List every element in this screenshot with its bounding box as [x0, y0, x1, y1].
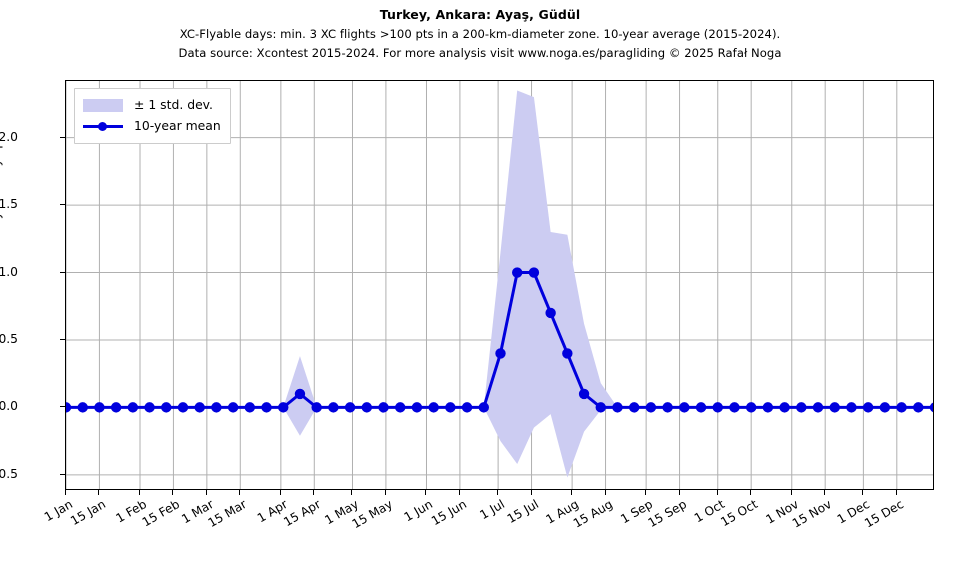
x-tick-mark — [497, 490, 499, 495]
x-tick-mark — [279, 490, 281, 495]
y-tick-label: 0.0 — [0, 399, 18, 414]
legend-item-mean: 10-year mean — [83, 116, 221, 137]
x-tick-mark — [425, 490, 427, 495]
x-tick-mark — [239, 490, 241, 495]
y-tick-label: 0.5 — [0, 331, 18, 346]
plot-area — [65, 80, 934, 490]
x-tick-mark — [139, 490, 140, 495]
x-tick-mark — [824, 490, 826, 495]
x-tick-mark — [790, 490, 792, 495]
y-tick-label: 2.0 — [0, 129, 18, 144]
x-tick-mark — [98, 490, 100, 495]
x-tick-mark — [862, 490, 864, 495]
x-tick-mark — [65, 490, 66, 495]
grid-lines — [66, 81, 933, 489]
x-tick-mark — [895, 490, 897, 495]
title-block: Turkey, Ankara: Ayaş, Güdül XC-Flyable d… — [0, 0, 960, 62]
legend-item-std-dev: ± 1 std. dev. — [83, 95, 221, 116]
x-tick-mark — [645, 490, 647, 495]
y-tick-mark — [60, 204, 65, 206]
y-tick-mark — [60, 406, 65, 408]
y-tick-label: 1.5 — [0, 197, 18, 212]
line-swatch-icon — [83, 120, 123, 133]
x-tick-mark — [678, 490, 680, 495]
chart-subtitle-line-2: Data source: Xcontest 2015-2024. For mor… — [178, 46, 782, 61]
band-swatch-icon — [83, 99, 123, 112]
y-tick-label: −0.5 — [0, 466, 18, 481]
legend-label-mean: 10-year mean — [134, 118, 221, 134]
chart-subtitle-line-1: XC-Flyable days: min. 3 XC flights >100 … — [179, 26, 781, 41]
mean-markers — [66, 267, 933, 413]
x-tick-mark — [604, 490, 606, 495]
x-tick-mark — [530, 490, 532, 495]
y-tick-mark — [60, 136, 65, 138]
page-title: Turkey, Ankara: Ayaş, Güdül — [379, 7, 581, 22]
std-dev-band — [266, 90, 618, 478]
x-tick-mark — [205, 490, 207, 495]
x-tick-mark — [172, 490, 174, 495]
y-axis-label: Mean number of flyable days per week — [0, 92, 3, 332]
y-tick-mark — [60, 271, 65, 273]
x-tick-mark — [384, 490, 386, 495]
y-tick-mark — [60, 338, 65, 340]
y-tick-label: 1.0 — [0, 264, 18, 279]
x-tick-mark — [750, 490, 752, 495]
x-tick-mark — [571, 490, 573, 495]
legend-label-std-dev: ± 1 std. dev. — [134, 97, 213, 113]
x-tick-mark — [458, 490, 460, 495]
y-tick-mark — [60, 473, 65, 475]
x-tick-mark — [716, 490, 718, 495]
chart-figure: Turkey, Ankara: Ayaş, Güdül XC-Flyable d… — [0, 0, 960, 531]
x-tick-mark — [351, 490, 353, 495]
plot-svg — [66, 81, 933, 489]
legend: ± 1 std. dev. 10-year mean — [74, 88, 231, 144]
x-tick-mark — [313, 490, 315, 495]
